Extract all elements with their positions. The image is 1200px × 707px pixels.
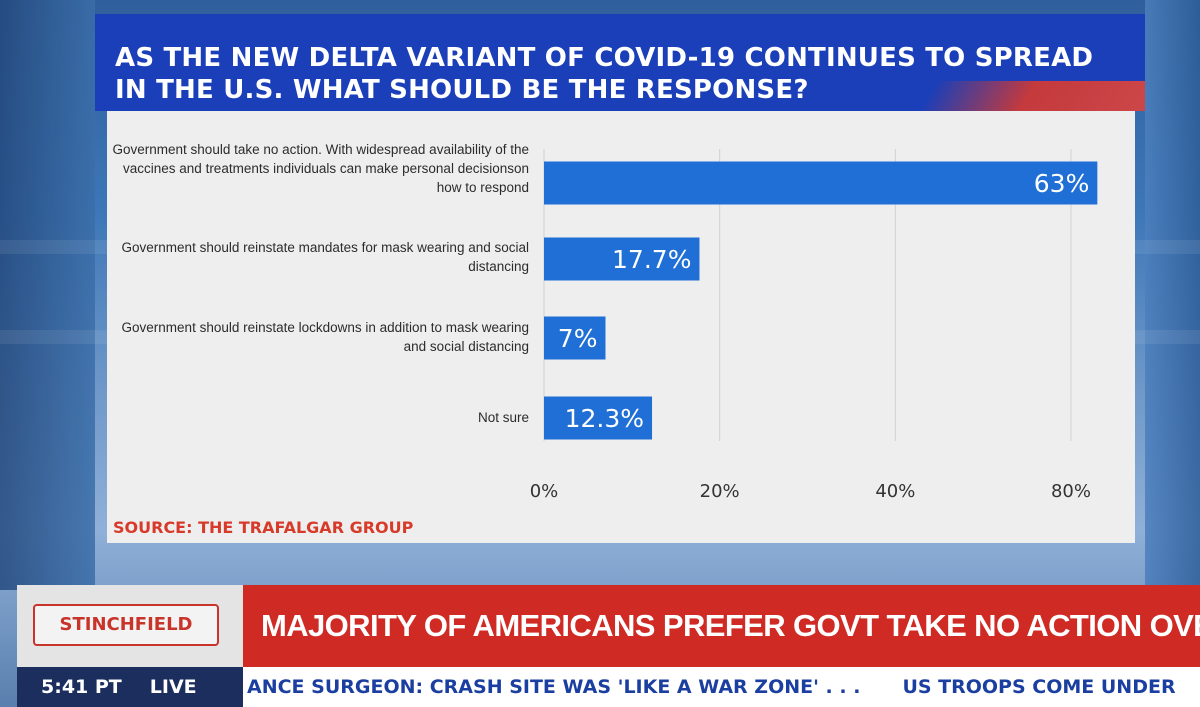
time-live-box: 5:41 PT LIVE	[17, 667, 243, 707]
chart-title: AS THE NEW DELTA VARIANT OF COVID-19 CON…	[115, 43, 1094, 105]
clock-time: 5:41 PT	[41, 676, 122, 698]
live-indicator: LIVE	[149, 676, 197, 698]
title-bar: AS THE NEW DELTA VARIANT OF COVID-19 CON…	[95, 14, 1145, 111]
category-label-not-sure: Not sure	[477, 410, 529, 425]
bar	[544, 316, 606, 360]
x-tick-label: 0%	[530, 481, 559, 502]
category-label-no-action: Government should take no action. With w…	[112, 142, 529, 195]
show-logo: STINCHFIELD	[33, 604, 219, 646]
bar-value-label: 17.7%	[612, 245, 691, 274]
bar	[544, 396, 653, 440]
bar-chart: 0% 20% 40% 80% 63% 17.7% 7% 12.3%	[530, 149, 1098, 502]
category-label-mandates: Government should reinstate mandates for…	[121, 240, 529, 274]
bar-value-label: 7%	[558, 324, 598, 353]
bar-value-label: 63%	[1034, 169, 1090, 198]
x-tick-label: 20%	[700, 481, 740, 502]
headline-banner: MAJORITY OF AMERICANS PREFER GOVT TAKE N…	[243, 585, 1200, 667]
category-label-lockdowns: Government should reinstate lockdowns in…	[121, 320, 529, 354]
ticker-item: ANCE SURGEON: CRASH SITE WAS 'LIKE A WAR…	[247, 676, 861, 698]
chart-panel: 0% 20% 40% 80% 63% 17.7% 7% 12.3% Government sh…	[107, 111, 1135, 543]
ticker-item: US TROOPS COME UNDER	[902, 676, 1176, 698]
news-ticker: 5:41 PT LIVE ANCE SURGEON: CRASH SITE WAS…	[17, 667, 1200, 707]
x-tick-label: 40%	[875, 481, 915, 502]
source-credit: SOURCE: THE TRAFALGAR GROUP	[113, 518, 414, 537]
bar	[544, 161, 1098, 205]
show-logo-box: STINCHFIELD	[17, 585, 243, 667]
background-panel-right	[1145, 0, 1200, 590]
background-panel-left	[0, 0, 95, 590]
bar-value-label: 12.3%	[565, 404, 644, 433]
lower-third: STINCHFIELD MAJORITY OF AMERICANS PREFER…	[17, 585, 1200, 670]
x-tick-label: 80%	[1051, 481, 1091, 502]
ticker-crawl: ANCE SURGEON: CRASH SITE WAS 'LIKE A WAR…	[243, 667, 1200, 707]
bar	[544, 237, 700, 281]
